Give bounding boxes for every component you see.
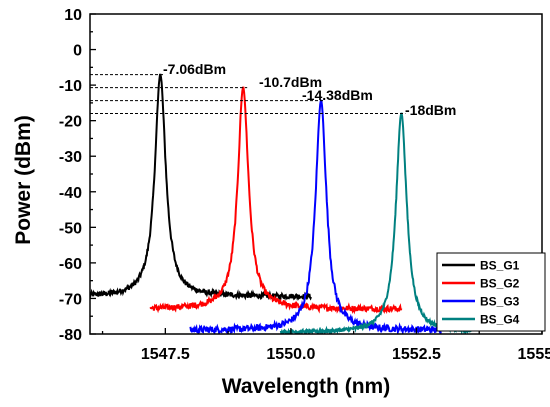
legend: BS_G1 BS_G2 BS_G3 BS_G4 — [436, 252, 546, 332]
peak-label: -7.06dBm — [163, 61, 226, 77]
legend-label: BS_G1 — [480, 259, 520, 273]
legend-label: BS_G2 — [480, 277, 520, 291]
y-axis-title: Power (dBm) — [12, 115, 35, 245]
y-tick-label: 10 — [64, 7, 82, 24]
x-tick-label: 1555.0 — [518, 346, 550, 363]
peak-label: -10.7dBm — [259, 74, 322, 90]
axis-ticks: 10 0 -10 -20 -30 -40 -50 -60 -70 -80 1547.5 1550.0 1… — [59, 7, 550, 363]
x-axis-title: Wavelength (nm) — [222, 375, 390, 398]
y-tick-label: -30 — [59, 149, 82, 166]
series-line-bs-g1 — [90, 73, 312, 302]
peak-label: -18dBm — [405, 102, 456, 118]
y-tick-label: -40 — [59, 185, 82, 202]
y-tick-label: -50 — [59, 220, 82, 237]
peak-guides — [90, 74, 406, 115]
peak-label: -14.38dBm — [302, 87, 373, 103]
x-tick-label: 1550.0 — [266, 346, 315, 363]
y-tick-label: -60 — [59, 256, 82, 273]
y-tick-label: -70 — [59, 291, 82, 308]
x-tick-label: 1547.5 — [141, 346, 190, 363]
y-tick-label: -10 — [59, 78, 82, 95]
y-tick-label: 0 — [73, 43, 82, 60]
x-tick-label: 1552.5 — [392, 346, 441, 363]
y-tick-label: -80 — [59, 327, 82, 344]
legend-label: BS_G3 — [480, 295, 520, 309]
y-tick-label: -20 — [59, 114, 82, 131]
series-line-bs-g2 — [149, 86, 403, 315]
peak-annotations: -7.06dBm -10.7dBm-14.38dBm -18dBm — [163, 61, 456, 118]
legend-label: BS_G4 — [480, 313, 520, 327]
series-line-bs-g3 — [189, 99, 442, 334]
